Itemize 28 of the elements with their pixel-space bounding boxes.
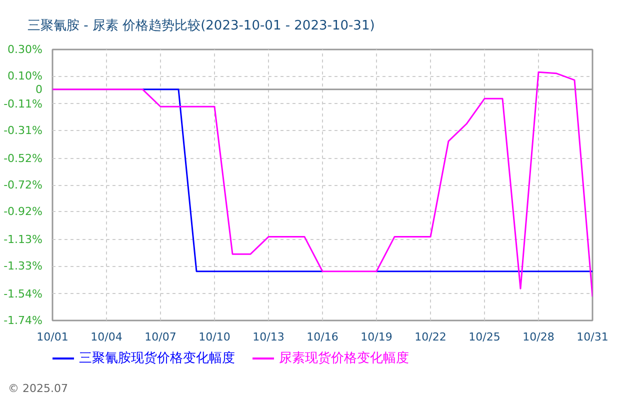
- x-tick-label: 10/13: [252, 330, 284, 344]
- y-tick-label: 0.10%: [8, 70, 43, 83]
- y-tick-label: -0.52%: [4, 152, 43, 165]
- y-tick-label: 0.30%: [8, 43, 43, 56]
- x-tick-label: 10/25: [468, 330, 500, 344]
- chart-title: 三聚氰胺 - 尿素 价格趋势比较(2023-10-01 - 2023-10-31): [28, 18, 375, 34]
- y-tick-label: -0.72%: [4, 178, 43, 192]
- y-tick-label: -0.31%: [4, 124, 43, 138]
- x-tick-label: 10/16: [306, 330, 338, 344]
- legend-label: 三聚氰胺现货价格变化幅度: [79, 350, 235, 367]
- y-tick-label: -1.54%: [4, 287, 43, 300]
- y-tick-label: -0.11%: [4, 97, 43, 110]
- text: © 2025.07: [8, 381, 68, 397]
- x-tick-label: 10/04: [90, 330, 122, 344]
- x-tick-label: 10/07: [144, 330, 176, 344]
- x-tick-label: 10/22: [414, 330, 446, 344]
- x-tick-label: 10/10: [198, 330, 230, 344]
- y-tick-label: -1.33%: [4, 260, 43, 273]
- x-tick-label: 10/31: [576, 330, 608, 344]
- y-tick-label: -1.74%: [4, 314, 43, 327]
- x-tick-label: 10/19: [360, 330, 392, 344]
- y-tick-label: -0.92%: [4, 205, 43, 218]
- y-tick-label: -1.13%: [4, 232, 43, 246]
- line-series: [52, 71, 592, 298]
- legend-label: 尿素现货价格变化幅度: [279, 350, 409, 367]
- x-tick-label: 10/28: [522, 330, 554, 344]
- y-tick-label: 0: [36, 82, 42, 96]
- x-tick-label: 10/01: [36, 330, 68, 344]
